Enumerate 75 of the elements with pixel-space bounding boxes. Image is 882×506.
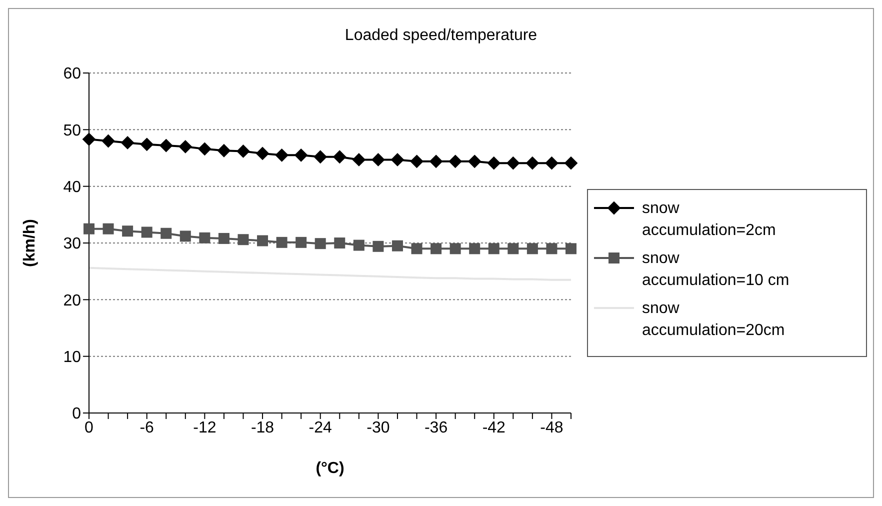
point: [372, 153, 385, 166]
point: [236, 144, 250, 158]
x-tick-label: 0: [84, 419, 94, 436]
x-tick-label: -18: [250, 419, 274, 436]
legend-label: snow accumulation=10 cm: [642, 249, 790, 291]
x-axis-title: (°C): [316, 460, 344, 477]
point: [353, 240, 364, 251]
point: [160, 139, 173, 152]
y-tick-label: 20: [63, 292, 82, 310]
point: [257, 235, 268, 246]
point: [506, 156, 520, 170]
y-tick-label: 30: [63, 236, 82, 253]
point: [314, 238, 326, 250]
point: [450, 243, 461, 254]
legend-label: snow accumulation=2cm: [642, 199, 777, 241]
point: [390, 153, 404, 166]
y-tick-label: 0: [72, 406, 82, 423]
point: [217, 144, 230, 158]
x-tick-label: -6: [140, 419, 154, 436]
point: [102, 134, 115, 148]
x-tick-label: -48: [540, 419, 564, 436]
point: [468, 154, 482, 168]
point: [410, 154, 424, 168]
x-tick-label: -36: [424, 419, 448, 436]
point: [430, 243, 442, 254]
point: [141, 226, 152, 238]
point: [508, 243, 519, 254]
point: [546, 243, 558, 254]
point: [102, 223, 114, 234]
point: [333, 150, 346, 164]
point: [198, 142, 212, 156]
y-tick-label: 10: [63, 349, 82, 366]
x-tick-label: -24: [308, 419, 332, 436]
line-series: [88, 266, 572, 281]
point: [352, 153, 366, 166]
y-tick-label: 50: [63, 122, 82, 140]
point: [372, 240, 384, 252]
point: [430, 154, 443, 168]
point: [564, 156, 578, 170]
point: [411, 243, 422, 254]
chart-title: Loaded speed/temperature: [344, 27, 538, 46]
point: [160, 228, 172, 239]
point: [448, 154, 462, 168]
point: [545, 156, 558, 170]
point: [140, 138, 154, 151]
point: [526, 156, 539, 170]
point: [256, 146, 270, 160]
x-tick-label: -42: [482, 419, 506, 436]
point: [276, 236, 288, 248]
point: [488, 243, 500, 254]
point: [180, 230, 191, 242]
y-tick-label: 40: [63, 179, 82, 196]
point: [296, 236, 307, 248]
point: [84, 223, 94, 234]
point: [469, 243, 480, 254]
point: [178, 140, 192, 154]
point: [334, 238, 346, 248]
point: [238, 234, 249, 246]
point: [526, 243, 538, 254]
point: [314, 150, 327, 164]
point: [487, 156, 500, 170]
point: [82, 132, 96, 146]
point: [121, 136, 134, 150]
point: [218, 232, 230, 244]
point: [199, 232, 210, 244]
point: [275, 148, 288, 162]
x-tick-label: -30: [366, 419, 390, 436]
x-tick-label: -12: [193, 419, 216, 436]
y-tick-label: 60: [63, 66, 82, 83]
point: [122, 226, 134, 237]
y-axis-title: (km/h): [22, 219, 39, 267]
point: [294, 148, 308, 162]
legend-label: snow accumulation=20cm: [642, 299, 786, 341]
point: [566, 243, 576, 254]
point: [392, 240, 403, 252]
